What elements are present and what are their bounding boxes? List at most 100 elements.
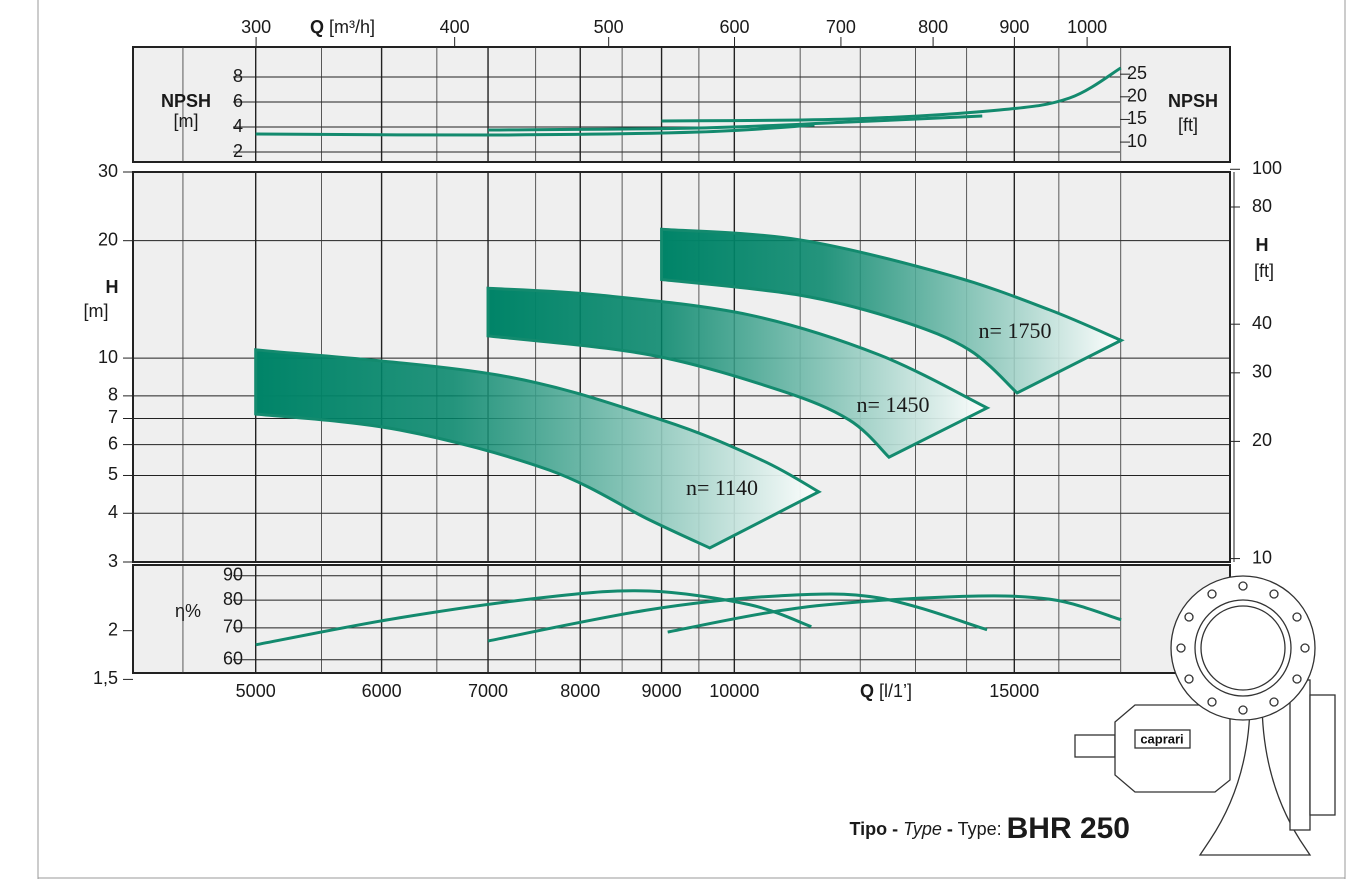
y-tick-label: 10: [98, 347, 118, 367]
band-label: n= 1140: [686, 475, 758, 500]
bolt: [1184, 612, 1194, 622]
y2-tick-label: 20: [1252, 430, 1272, 450]
bottom-axis-title: Q [l/1’]: [860, 681, 912, 701]
y-tick-label: 2: [233, 141, 243, 161]
speed-band: [254, 348, 822, 550]
labels: Q [m³/h] Q [l/1’] NPSH [m] NPSH [ft] H […: [84, 17, 1283, 701]
pump-shaft: [1074, 734, 1116, 758]
bolt: [1238, 581, 1248, 591]
pump-flange: [1309, 694, 1336, 816]
y-tick-label: 4: [108, 502, 118, 522]
x2-tick-label: 500: [594, 17, 624, 37]
x-tick-label: 10000: [709, 681, 759, 701]
x-tick-label: 9000: [642, 681, 682, 701]
axis-unit: [m³/h]: [329, 17, 375, 37]
bolt: [1292, 612, 1302, 622]
h-ft-label: H: [1256, 235, 1269, 255]
x-tick-label: 15000: [989, 681, 1039, 701]
caption-part: Type:: [958, 819, 1002, 839]
y-tick-label: 7: [108, 407, 118, 427]
y-tick-label: 60: [223, 649, 243, 669]
x2-tick-label: 900: [999, 17, 1029, 37]
y-tick-label: 70: [223, 617, 243, 637]
pump-outlet: [1200, 605, 1286, 691]
x2-tick-label: 300: [241, 17, 271, 37]
y2-tick-label: 10: [1252, 547, 1272, 567]
x-tick-label: 5000: [236, 681, 276, 701]
y2-tick-label: 20: [1127, 86, 1147, 106]
y-tick-label: 8: [108, 385, 118, 405]
h-ft-unit: [ft]: [1254, 261, 1274, 281]
logo-box: [1134, 729, 1191, 749]
y-tick-label: 3: [108, 551, 118, 571]
bolt: [1269, 589, 1279, 599]
curve: [255, 123, 815, 137]
curve: [255, 589, 812, 647]
band-label: n= 1750: [979, 318, 1052, 343]
caption-model: BHR 250: [1007, 812, 1130, 845]
caption-part: Type: [903, 819, 942, 839]
y2-tick-label: 15: [1127, 108, 1147, 128]
y-tick-label: 20: [98, 229, 118, 249]
y-tick-label: 2: [108, 619, 118, 639]
x-tick-label: 6000: [362, 681, 402, 701]
x2-tick-label: 400: [440, 17, 470, 37]
bolt: [1184, 674, 1194, 684]
x2-tick-label: 1000: [1067, 17, 1107, 37]
caption-part: Tipo -: [850, 819, 899, 839]
band-label: n= 1450: [857, 392, 930, 417]
x2-tick-label: 600: [719, 17, 749, 37]
npsh-label: NPSH: [161, 91, 211, 111]
bolt: [1207, 697, 1217, 707]
y-tick-label: 80: [223, 589, 243, 609]
npsh-ft-label: NPSH: [1168, 91, 1218, 111]
axis-label: Q: [310, 17, 324, 37]
npsh-ft-unit: [ft]: [1178, 115, 1198, 135]
eff-label: η%: [175, 601, 201, 621]
curve: [661, 66, 1122, 123]
axis-label: Q: [860, 681, 874, 701]
pump-flange: [1289, 679, 1311, 831]
y-tick-label: 90: [223, 565, 243, 585]
bolt: [1207, 589, 1217, 599]
bolt: [1238, 705, 1248, 715]
caption: Tipo - Type - Type: BHR 250: [850, 812, 1131, 845]
npsh-unit: [m]: [174, 111, 199, 131]
speed-band: [486, 286, 991, 460]
x2-tick-label: 800: [918, 17, 948, 37]
x2-tick-label: 700: [826, 17, 856, 37]
y2-tick-label: 25: [1127, 63, 1147, 83]
y-tick-label: 4: [233, 116, 243, 136]
curve: [487, 592, 988, 643]
y-tick-label: 5: [108, 464, 118, 484]
data: [254, 66, 1125, 647]
y-tick-label: 6: [233, 91, 243, 111]
bolt: [1300, 643, 1310, 653]
h-unit: [m]: [84, 301, 109, 321]
y-tick-label: 8: [233, 66, 243, 86]
y2-tick-label: 40: [1252, 313, 1272, 333]
y2-tick-label: 30: [1252, 362, 1272, 382]
bolt: [1176, 643, 1186, 653]
axis-unit: [l/1’]: [879, 681, 912, 701]
y2-tick-label: 80: [1252, 196, 1272, 216]
pump-drawing: caprari: [1074, 575, 1336, 856]
x-tick-label: 7000: [468, 681, 508, 701]
h-label: H: [106, 277, 119, 297]
panel: [132, 46, 1231, 163]
y2-tick-label: 10: [1127, 131, 1147, 151]
logo: caprari: [1140, 731, 1183, 746]
top-axis-title: Q [m³/h]: [310, 17, 375, 37]
x-tick-label: 8000: [560, 681, 600, 701]
panel: [132, 564, 1231, 674]
speed-band: [660, 227, 1125, 395]
bolt: [1269, 697, 1279, 707]
curve: [667, 594, 1122, 634]
bolt: [1292, 674, 1302, 684]
y-tick-label: 30: [98, 161, 118, 181]
curve: [488, 114, 983, 132]
y2-tick-label: 100: [1252, 158, 1282, 178]
caption-part: -: [947, 819, 953, 839]
y-tick-label: 1,5: [93, 668, 118, 688]
